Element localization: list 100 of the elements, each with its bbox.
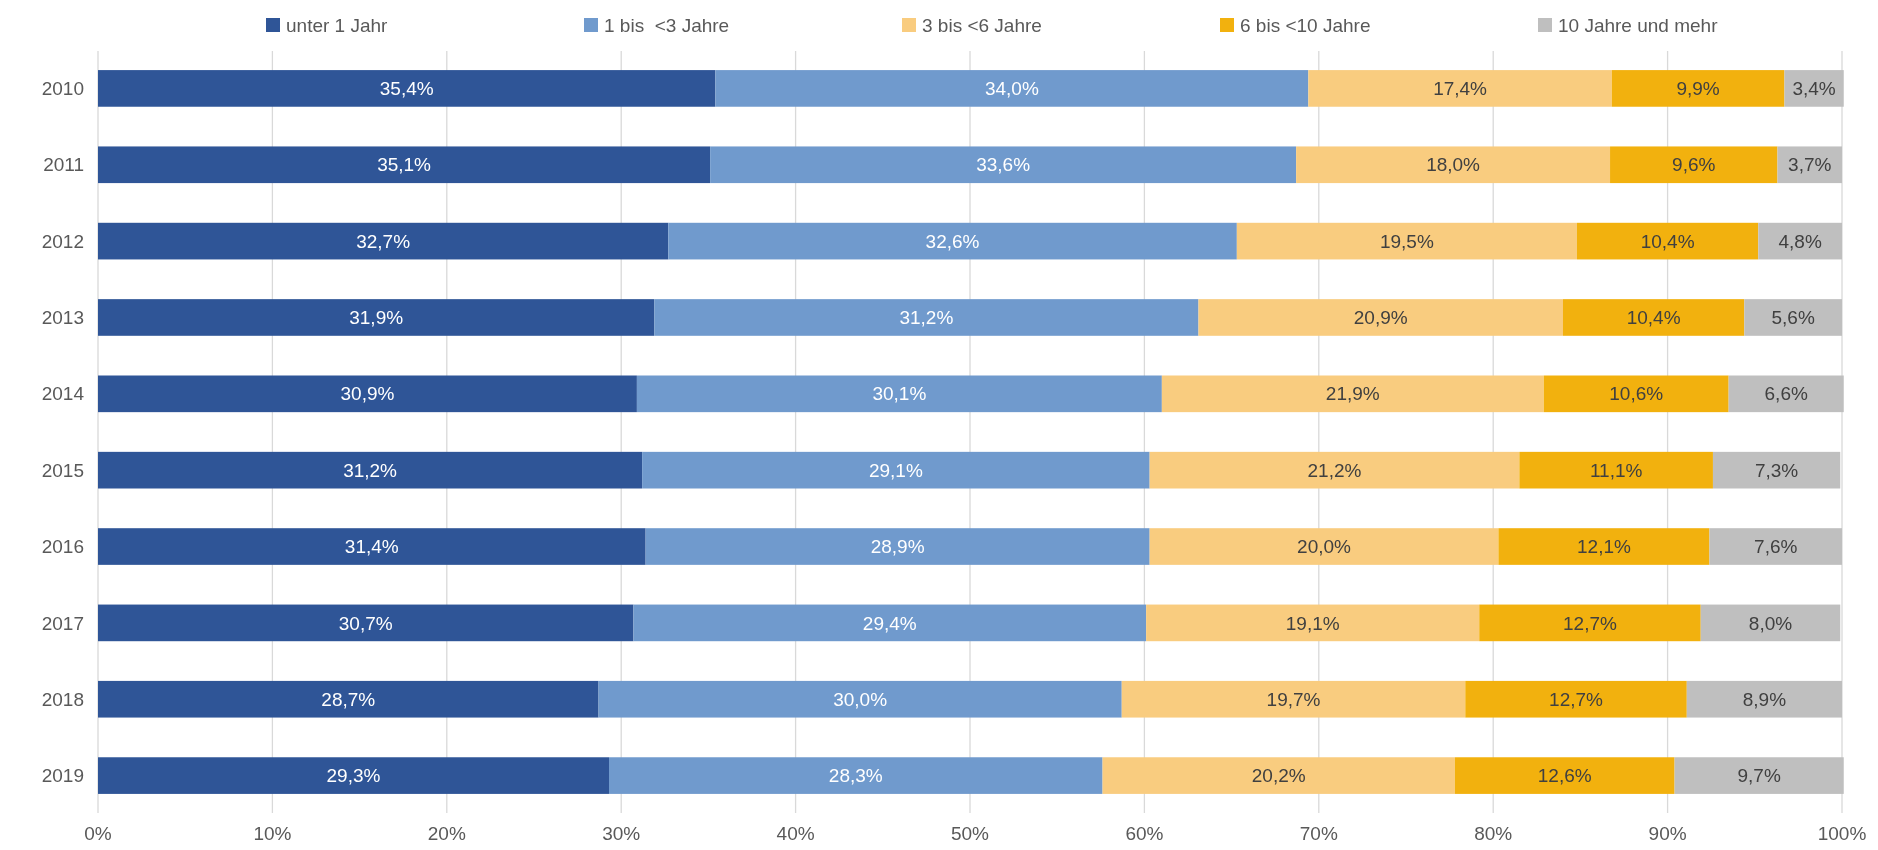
data-label: 34,0% <box>984 78 1039 100</box>
data-label: 29,3% <box>326 765 381 787</box>
data-label: 12,1% <box>1577 536 1631 558</box>
bar <box>1562 299 1745 336</box>
data-label: 20,9% <box>1353 307 1408 329</box>
data-label: 3,7% <box>1788 154 1832 176</box>
data-label: 8,0% <box>1748 612 1793 634</box>
x-tick-label: 50% <box>950 822 990 844</box>
x-tick-label: 20% <box>427 822 466 844</box>
bar <box>1296 146 1611 184</box>
bar <box>98 757 609 794</box>
bar <box>1686 680 1842 718</box>
data-label: 11,1% <box>1589 459 1643 481</box>
x-tick-label: 90% <box>1648 822 1687 844</box>
bar <box>1149 528 1499 565</box>
data-label: 10,4% <box>1626 307 1681 329</box>
legend-label: 6 bis <10 Jahre <box>1240 14 1371 36</box>
x-tick-label: 60% <box>1125 822 1164 844</box>
bar <box>598 680 1122 718</box>
bar <box>1674 757 1844 794</box>
bar <box>1454 757 1675 794</box>
bar <box>1576 222 1759 260</box>
bar <box>645 528 1150 565</box>
bar <box>668 222 1237 260</box>
y-tick-label: 2011 <box>43 154 84 176</box>
bar <box>1198 299 1563 336</box>
data-label: 31,9% <box>349 307 404 329</box>
data-label: 7,6% <box>1754 536 1798 558</box>
bar <box>1479 604 1701 642</box>
y-tick-label: 2017 <box>41 612 84 634</box>
data-label: 19,1% <box>1285 612 1340 634</box>
data-label: 31,2% <box>899 307 954 329</box>
bar <box>98 146 711 184</box>
bar <box>1102 757 1455 794</box>
bar <box>1236 222 1577 260</box>
data-label: 10,6% <box>1609 383 1664 405</box>
data-label: 9,6% <box>1672 154 1716 176</box>
bar <box>1744 299 1842 336</box>
data-label: 35,4% <box>379 78 434 100</box>
data-label: 18,0% <box>1426 154 1481 176</box>
data-label: 21,9% <box>1325 383 1380 405</box>
y-tick-label: 2013 <box>41 307 84 329</box>
data-label: 35,1% <box>377 154 432 176</box>
bar <box>1161 375 1544 413</box>
bar <box>1610 146 1778 184</box>
data-label: 8,9% <box>1742 688 1787 710</box>
data-label: 9,9% <box>1676 78 1720 100</box>
x-tick-label: 80% <box>1474 822 1513 844</box>
y-tick-label: 2010 <box>41 78 84 100</box>
data-label: 31,4% <box>344 536 399 558</box>
data-label: 31,2% <box>343 459 398 481</box>
y-tick-label: 2018 <box>41 688 84 710</box>
data-label: 6,6% <box>1764 383 1808 405</box>
bar <box>1498 528 1710 565</box>
bar <box>98 299 655 336</box>
bar <box>1146 604 1480 642</box>
data-label: 32,6% <box>925 230 980 252</box>
bar <box>654 299 1199 336</box>
legend-label: 10 Jahre und mehr <box>1558 14 1719 36</box>
legend-label: unter 1 Jahr <box>286 14 389 36</box>
bar <box>1465 680 1687 718</box>
data-label: 12,7% <box>1563 612 1618 634</box>
bar <box>1519 451 1713 489</box>
bar <box>642 451 1150 489</box>
bar <box>1712 451 1841 489</box>
data-label: 20,0% <box>1297 536 1352 558</box>
data-label: 10,4% <box>1640 230 1695 252</box>
y-tick-label: 2014 <box>41 383 85 405</box>
data-label: 17,4% <box>1433 78 1488 100</box>
data-label: 20,2% <box>1251 765 1306 787</box>
bar <box>1308 70 1612 107</box>
bar <box>633 604 1147 642</box>
data-label: 21,2% <box>1307 459 1362 481</box>
x-tick-label: 0% <box>84 822 112 844</box>
bar <box>98 451 643 489</box>
y-tick-label: 2016 <box>41 536 84 558</box>
bar <box>1728 375 1844 413</box>
x-tick-label: 40% <box>776 822 815 844</box>
data-label: 29,1% <box>868 459 923 481</box>
bar <box>1700 604 1841 642</box>
y-tick-label: 2012 <box>41 230 84 252</box>
y-tick-label: 2019 <box>41 765 84 787</box>
bar <box>98 375 637 413</box>
data-label: 4,8% <box>1778 230 1822 252</box>
bar <box>636 375 1162 413</box>
bar <box>715 70 1309 107</box>
data-label: 9,7% <box>1737 765 1781 787</box>
data-label: 3,4% <box>1792 78 1836 100</box>
legend-label: 3 bis <6 Jahre <box>922 14 1042 36</box>
bar <box>1149 451 1520 489</box>
data-label: 33,6% <box>976 154 1031 176</box>
x-tick-label: 100% <box>1817 822 1867 844</box>
bar <box>1777 146 1842 184</box>
data-label: 29,4% <box>862 612 917 634</box>
legend-label: 1 bis <3 Jahre <box>604 14 730 36</box>
x-tick-label: 30% <box>602 822 641 844</box>
data-label: 30,7% <box>338 612 393 634</box>
bar <box>1611 70 1785 107</box>
x-tick-label: 70% <box>1299 822 1338 844</box>
data-label: 19,7% <box>1266 688 1321 710</box>
